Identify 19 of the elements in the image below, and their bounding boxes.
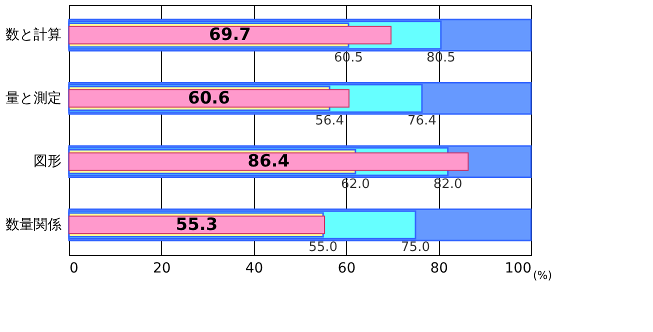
x-tick-label: 80 xyxy=(430,260,448,276)
x-axis-title: (%) xyxy=(533,269,552,282)
x-tick-label: 0 xyxy=(70,260,78,276)
x-tick-label: 60 xyxy=(338,260,356,276)
data-label: 86.4 xyxy=(248,152,290,172)
y-tick-label: 量と測定 xyxy=(6,90,62,106)
data-label: 55.3 xyxy=(176,214,218,235)
data-label: 56.4 xyxy=(315,114,344,129)
data-label: 55.0 xyxy=(308,240,338,256)
y-tick-label: 図形 xyxy=(34,154,62,170)
x-tick-label: 40 xyxy=(245,260,264,276)
data-label: 60.6 xyxy=(188,88,230,108)
y-tick-label: 数と計算 xyxy=(6,27,62,44)
y-tick-label: 数量関係 xyxy=(6,216,62,233)
data-label: 75.0 xyxy=(401,240,430,256)
x-tick-label: 20 xyxy=(152,260,171,276)
data-label: 76.4 xyxy=(407,114,436,129)
data-label: 69.7 xyxy=(209,25,251,46)
x-tick-label: 100 xyxy=(504,260,532,276)
